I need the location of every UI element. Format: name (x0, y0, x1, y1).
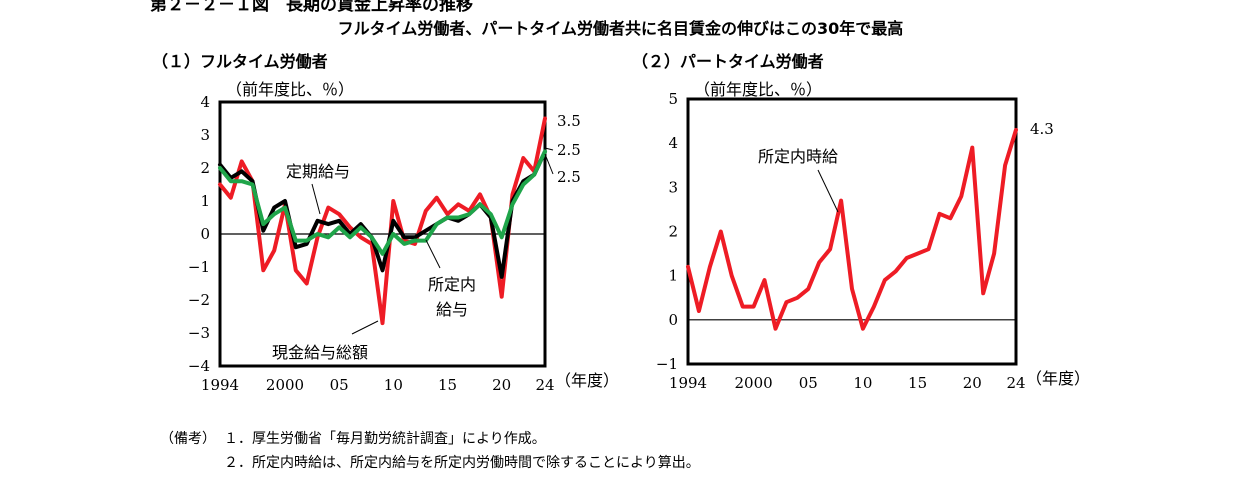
panel1-series-line (218, 149, 547, 256)
panel2-x-tick-label: 24 (1006, 374, 1025, 392)
note-2: ２．所定内時給は、所定内給与を所定内労働時間で除することにより算出。 (224, 455, 700, 471)
panel2-x-tick-label: 05 (799, 374, 818, 392)
panel2-y-unit: （前年度比、％） (694, 80, 823, 99)
panel1-end-value-label: 2.5 (557, 168, 581, 186)
panel1-x-tick-label: 15 (438, 376, 457, 394)
panel2-end-value-label: 4.3 (1030, 120, 1054, 138)
annotation-leader-line (425, 239, 441, 269)
panel1-end-label-connector (544, 147, 554, 151)
notes-label: （備考） (160, 431, 216, 447)
panel2-y-tick-label: 1 (668, 267, 678, 285)
panel1-x-tick-label: 20 (492, 376, 511, 394)
annotation-regular-pay: 定期給与 (286, 162, 350, 181)
panel2-y-tick-label: −1 (656, 355, 678, 373)
panel1-y-tick-label: −4 (188, 357, 210, 375)
annotation-scheduled-pay: 給与 (436, 300, 468, 319)
panel1-end-value-label: 2.5 (557, 141, 581, 159)
panel2-y-tick-label: 4 (668, 134, 678, 152)
figure-title: 第２－２－１図 長期の賃金上昇率の推移 (150, 0, 473, 15)
panel2-title: （２）パートタイム労働者 (632, 52, 824, 71)
panel1-x-tick-label: 2000 (266, 376, 304, 394)
panel2-plot-frame (686, 97, 1018, 366)
panel1-end-value-label: 3.5 (557, 112, 581, 130)
panel1-y-tick-label: 1 (200, 192, 210, 210)
annotation-leader-line (351, 320, 379, 335)
panel2-y-tick-label: 5 (668, 90, 678, 108)
panel1-y-tick-label: 0 (200, 225, 210, 243)
panel1-y-tick-label: −3 (188, 324, 210, 342)
panel2-x-unit-label: （年度） (1026, 369, 1090, 388)
panel1-y-unit: （前年度比、％） (226, 80, 355, 99)
annotation-leader-line (311, 183, 321, 215)
panel2-x-tick-label: 2000 (735, 374, 773, 392)
panel1-x-tick-label: 10 (384, 376, 403, 394)
panel1-y-tick-label: 4 (200, 93, 210, 111)
annotation-total-cash: 現金給与総額 (272, 343, 368, 362)
panel2-x-tick-label: 1994 (669, 374, 707, 392)
figure-subtitle: フルタイム労働者、パートタイム労働者共に名目賃金の伸びはこの30年で最高 (337, 19, 904, 38)
panel2-series-line (686, 127, 1018, 331)
panel1-y-tick-label: 2 (200, 159, 210, 177)
panel1-x-tick-label: 05 (330, 376, 349, 394)
panel1-y-tick-label: −1 (188, 258, 210, 276)
annotation-hourly-wage: 所定内時給 (758, 147, 838, 166)
panel2-y-tick-label: 0 (668, 311, 678, 329)
panel2-y-tick-label: 2 (668, 223, 678, 241)
annotation-leader-line (817, 169, 839, 213)
panel2-x-tick-label: 10 (853, 374, 872, 392)
panel1-x-tick-label: 24 (535, 376, 554, 394)
panel1-y-tick-label: 3 (200, 126, 210, 144)
panel2-y-tick-label: 3 (668, 178, 678, 196)
panel1-end-label-connector (544, 153, 554, 175)
note-1: １．厚生労働省「毎月勤労統計調査」により作成。 (224, 431, 546, 447)
panel2-x-tick-label: 20 (963, 374, 982, 392)
panel1-x-unit-label: （年度） (555, 371, 619, 390)
panel2-x-tick-label: 15 (908, 374, 927, 392)
panel1-y-tick-label: −2 (188, 291, 210, 309)
panel1-title: （１）フルタイム労働者 (152, 52, 328, 71)
panel1-x-tick-label: 1994 (201, 376, 239, 394)
annotation-scheduled-pay: 所定内 (428, 275, 476, 294)
